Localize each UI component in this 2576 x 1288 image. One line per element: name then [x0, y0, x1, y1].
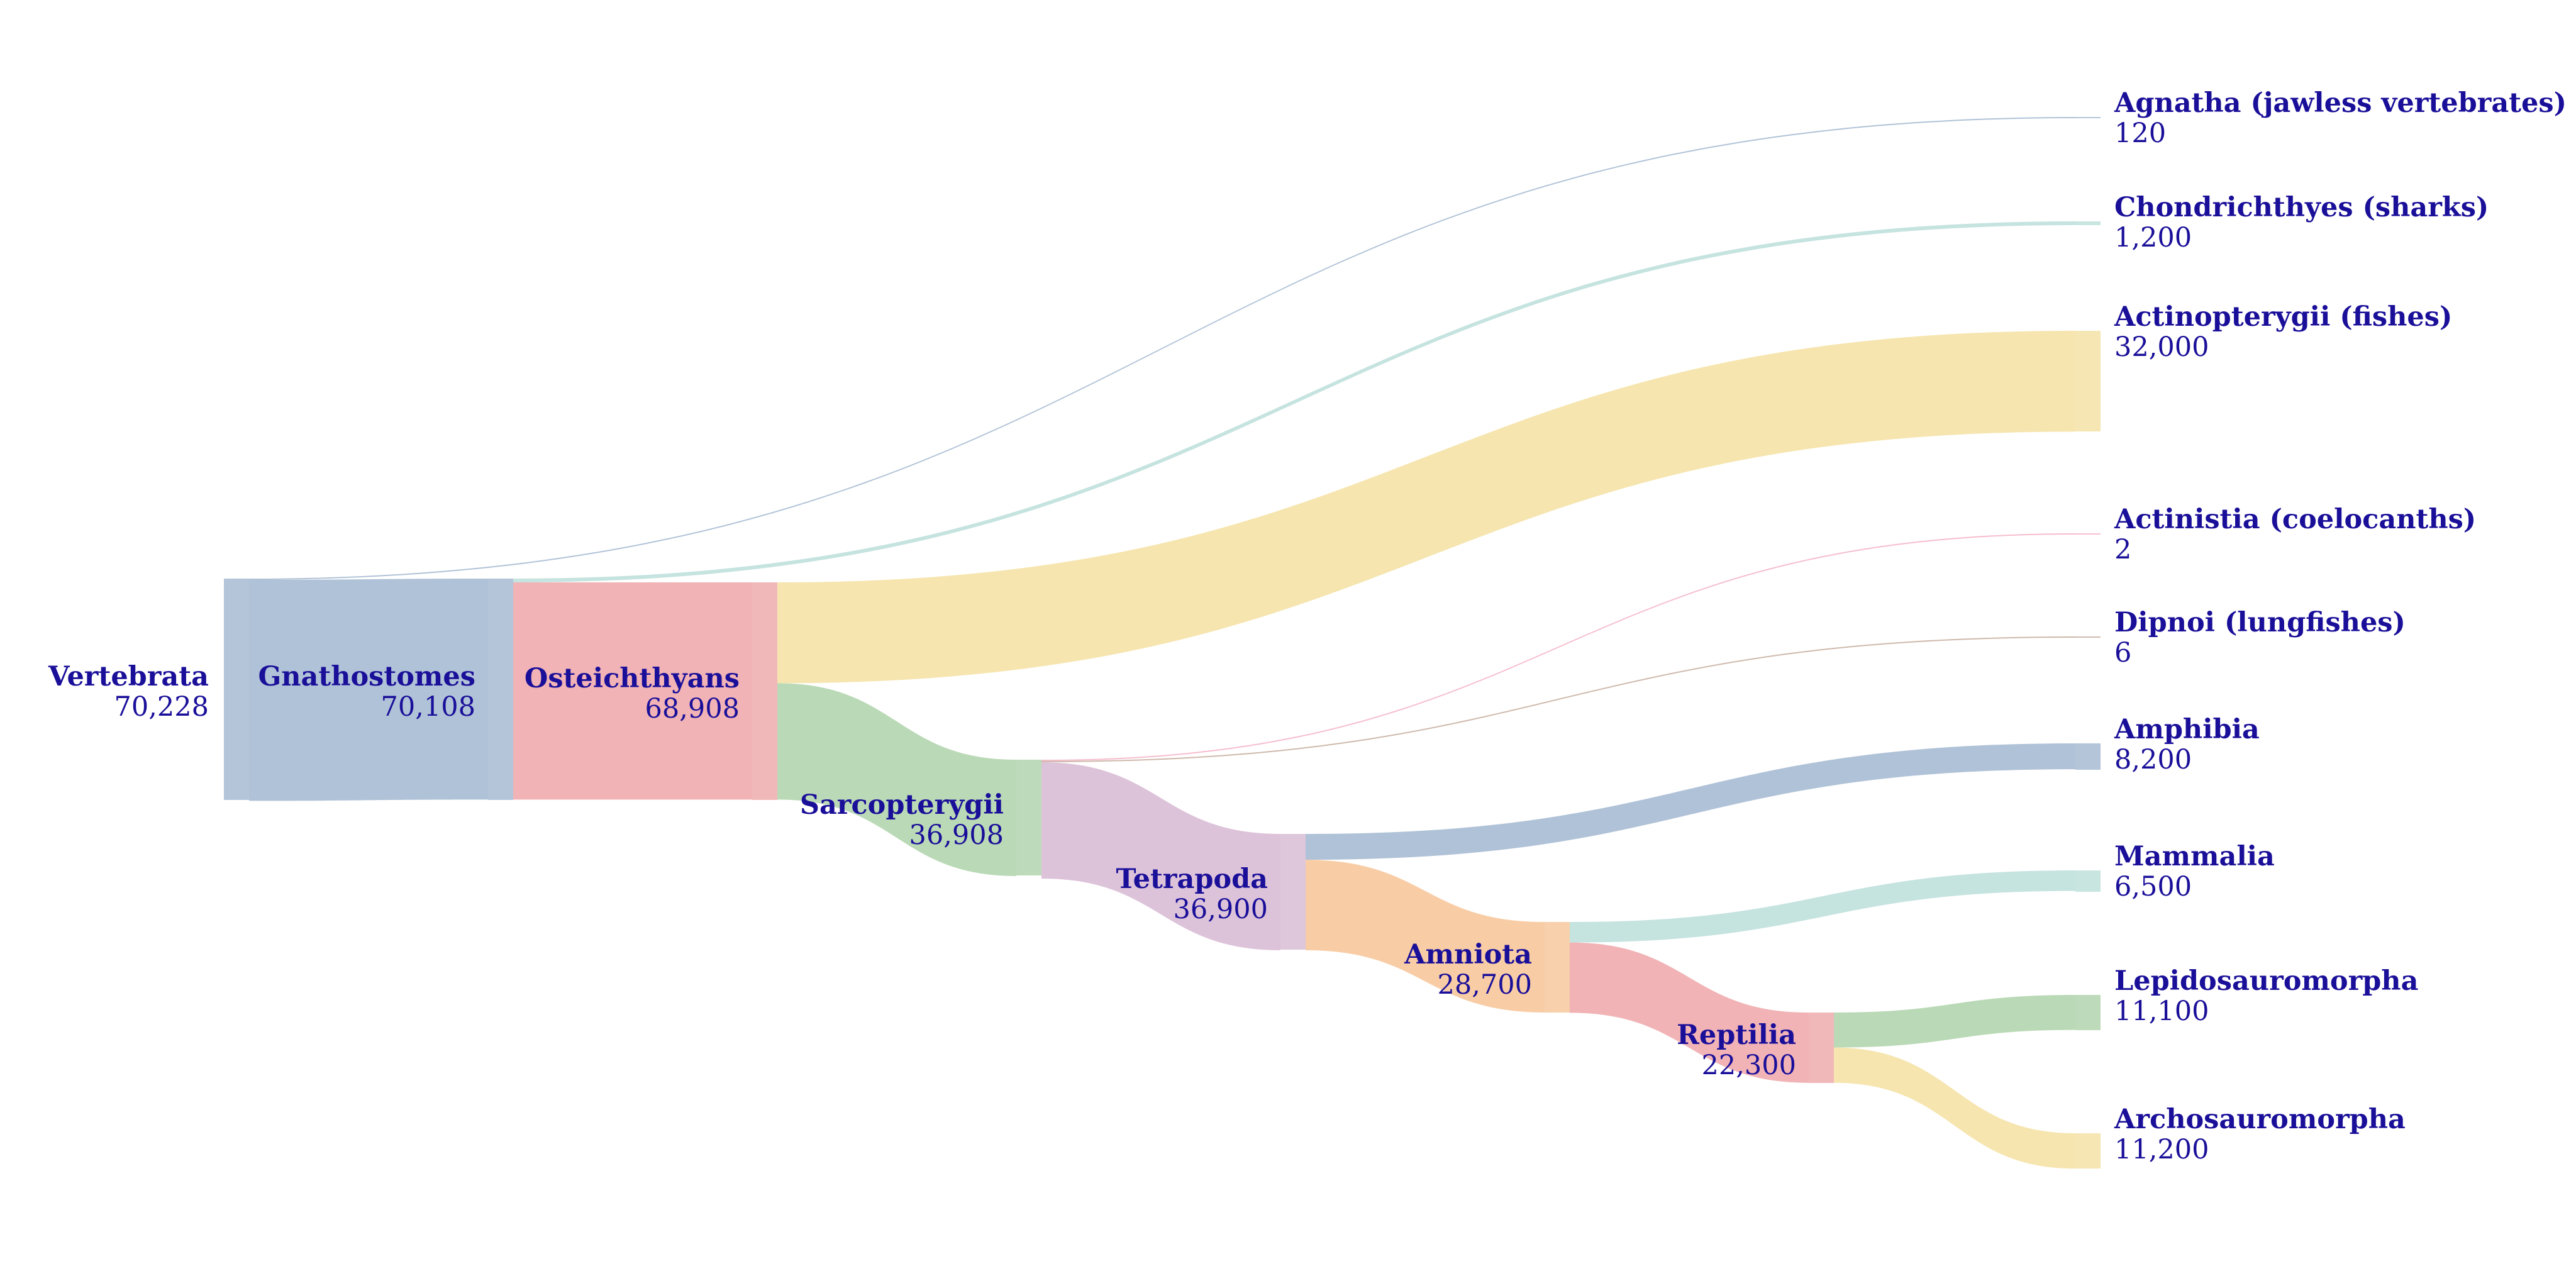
- node-mammalia[interactable]: [2075, 870, 2101, 892]
- label-value-amniota: 28,700: [1438, 969, 1532, 1001]
- link-amniota-to-mammalia: [1570, 870, 2075, 943]
- link-reptilia-to-archosauromorpha: [1834, 1047, 2075, 1169]
- sankey-links: [249, 117, 2075, 1169]
- label-name-chondrichthyes: Chondrichthyes (sharks): [2114, 192, 2489, 223]
- link-gnathostomes-to-chondrichthyes: [513, 221, 2075, 583]
- link-vertebrata-to-gnathostomes: [249, 579, 488, 801]
- link-reptilia-to-lepidosauromorpha: [1834, 995, 2075, 1048]
- label-value-actinistia: 2: [2114, 534, 2131, 565]
- link-tetrapoda-to-amphibia: [1306, 743, 2075, 860]
- node-archosauromorpha[interactable]: [2075, 1133, 2101, 1169]
- link-sarcopterygii-to-dipnoi: [1041, 636, 2075, 762]
- node-lepidosauromorpha[interactable]: [2075, 995, 2101, 1030]
- node-dipnoi[interactable]: [2075, 636, 2101, 638]
- label-name-mammalia: Mammalia: [2114, 841, 2275, 872]
- label-value-agnatha: 120: [2114, 118, 2166, 149]
- label-name-tetrapoda: Tetrapoda: [1116, 863, 1268, 895]
- label-value-reptilia: 22,300: [1702, 1050, 1796, 1081]
- node-agnatha[interactable]: [2075, 117, 2101, 118]
- label-value-actinopterygii: 32,000: [2114, 331, 2209, 363]
- label-name-actinistia: Actinistia (coelocanths): [2114, 504, 2476, 535]
- label-value-mammalia: 6,500: [2114, 871, 2192, 902]
- node-chondrichthyes[interactable]: [2075, 221, 2101, 225]
- node-gnathostomes[interactable]: [488, 579, 513, 800]
- link-amniota-to-reptilia: [1570, 942, 1809, 1083]
- sankey-nodes: [224, 117, 2101, 1169]
- label-name-actinopterygii: Actinopterygii (fishes): [2114, 301, 2452, 333]
- link-osteichthyans-to-actinopterygii: [777, 331, 2075, 684]
- link-vertebrata-to-agnatha: [249, 117, 2075, 580]
- node-actinistia[interactable]: [2075, 533, 2101, 535]
- node-actinopterygii[interactable]: [2075, 331, 2101, 431]
- label-name-agnatha: Agnatha (jawless vertebrates): [2114, 87, 2567, 119]
- label-value-dipnoi: 6: [2114, 637, 2131, 669]
- label-name-amphibia: Amphibia: [2114, 714, 2260, 745]
- label-value-tetrapoda: 36,900: [1174, 894, 1268, 925]
- label-value-vertebrata: 70,228: [114, 691, 209, 723]
- label-value-sarcopterygii: 36,908: [909, 819, 1004, 851]
- node-amphibia[interactable]: [2075, 743, 2101, 770]
- node-vertebrata[interactable]: [224, 579, 249, 800]
- label-name-sarcopterygii: Sarcopterygii: [800, 789, 1004, 821]
- node-amniota[interactable]: [1545, 922, 1570, 1013]
- link-gnathostomes-to-osteichthyans: [513, 582, 752, 800]
- node-sarcopterygii[interactable]: [1016, 760, 1041, 875]
- node-osteichthyans[interactable]: [752, 582, 777, 800]
- label-name-amniota: Amniota: [1404, 939, 1532, 970]
- node-tetrapoda[interactable]: [1280, 834, 1306, 950]
- label-name-dipnoi: Dipnoi (lungfishes): [2114, 607, 2406, 638]
- label-value-chondrichthyes: 1,200: [2114, 222, 2192, 253]
- label-name-gnathostomes: Gnathostomes: [258, 661, 475, 692]
- link-sarcopterygii-to-tetrapoda: [1041, 762, 1280, 950]
- node-reptilia[interactable]: [1809, 1013, 1834, 1083]
- label-name-reptilia: Reptilia: [1677, 1019, 1796, 1051]
- label-name-archosauromorpha: Archosauromorpha: [2114, 1104, 2406, 1135]
- link-sarcopterygii-to-actinistia: [1041, 533, 2075, 761]
- label-name-vertebrata: Vertebrata: [48, 661, 209, 692]
- label-value-archosauromorpha: 11,200: [2114, 1134, 2209, 1165]
- label-value-osteichthyans: 68,908: [645, 693, 740, 724]
- label-value-gnathostomes: 70,108: [381, 691, 475, 723]
- label-name-lepidosauromorpha: Lepidosauromorpha: [2114, 965, 2418, 997]
- link-osteichthyans-to-sarcopterygii: [777, 683, 1016, 876]
- label-value-amphibia: 8,200: [2114, 744, 2192, 775]
- label-value-lepidosauromorpha: 11,100: [2114, 996, 2209, 1027]
- label-name-osteichthyans: Osteichthyans: [525, 663, 740, 694]
- link-tetrapoda-to-amniota: [1306, 860, 1545, 1013]
